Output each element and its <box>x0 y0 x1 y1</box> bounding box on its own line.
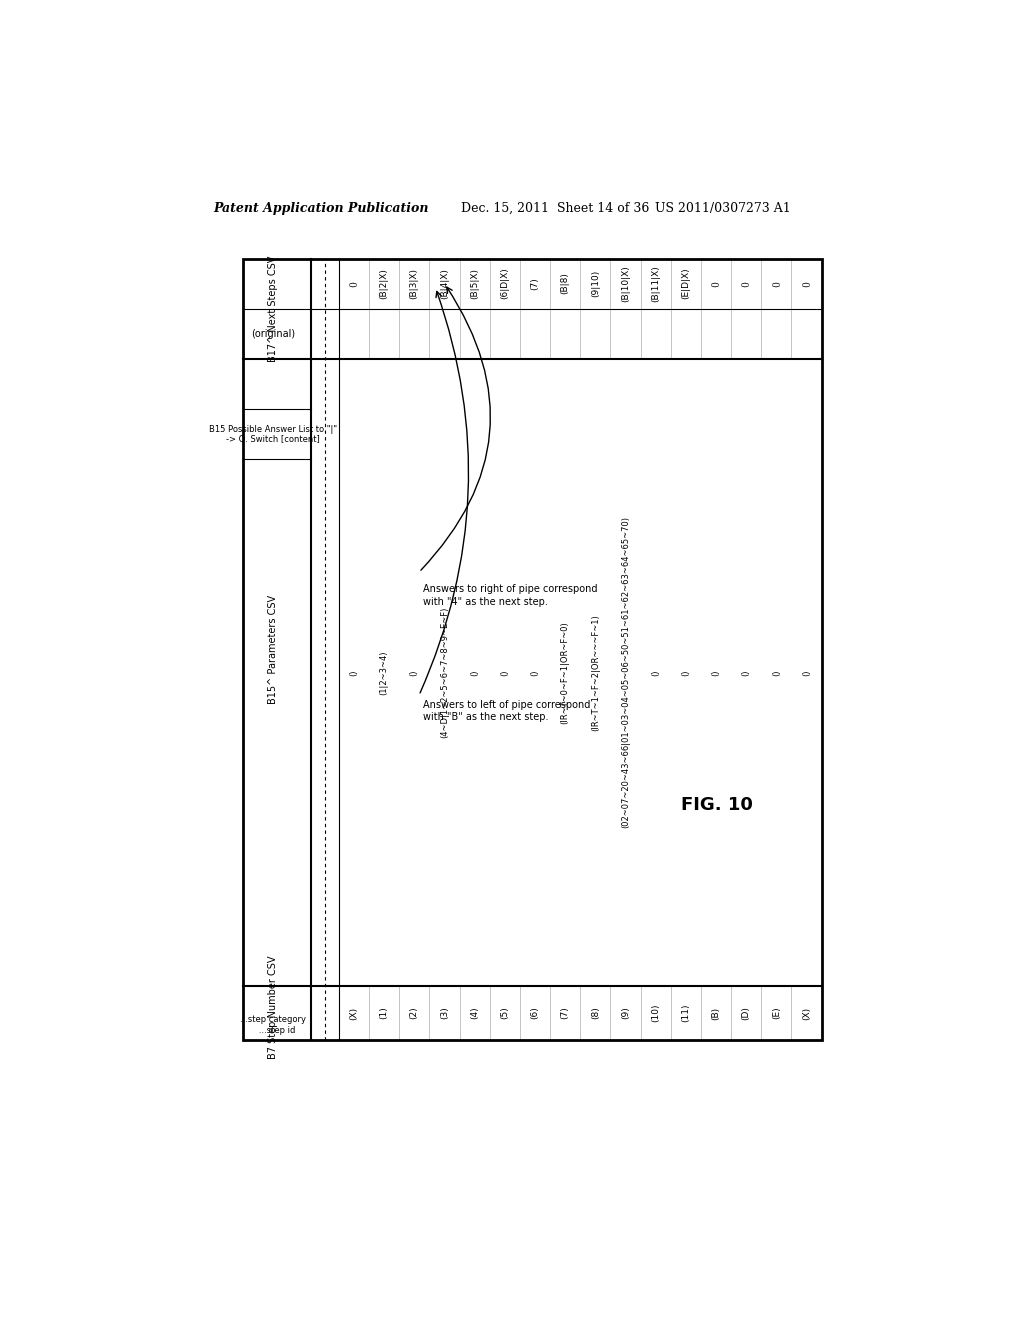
Text: (X): (X) <box>802 1007 811 1019</box>
Text: (9): (9) <box>621 1007 630 1019</box>
Text: (B): (B) <box>712 1007 721 1019</box>
Text: Patent Application Publication: Patent Application Publication <box>213 202 429 215</box>
Text: (4~D|1~2~5~6~7~8~9~E~F): (4~D|1~2~5~6~7~8~9~E~F) <box>440 607 449 738</box>
Text: (02~07~20~43~66|01~03~04~05~06~50~51~61~62~63~64~65~70): (02~07~20~43~66|01~03~04~05~06~50~51~61~… <box>621 516 630 829</box>
Text: (8): (8) <box>591 1007 600 1019</box>
Text: (5): (5) <box>501 1007 509 1019</box>
Text: (B|4|X): (B|4|X) <box>440 268 449 298</box>
Text: (): () <box>530 669 540 676</box>
Text: (7): (7) <box>560 1007 569 1019</box>
Text: (): () <box>741 280 751 286</box>
Text: (B|2|X): (B|2|X) <box>380 268 388 298</box>
Text: (E): (E) <box>772 1007 781 1019</box>
Text: with "B" as the next step.: with "B" as the next step. <box>423 711 548 722</box>
Text: Answers to right of pipe correspond: Answers to right of pipe correspond <box>423 585 597 594</box>
Text: B7 Step Number CSV: B7 Step Number CSV <box>268 956 278 1059</box>
Text: (): () <box>681 669 690 676</box>
Text: (4): (4) <box>470 1007 479 1019</box>
Text: B17^ Next Steps CSV: B17^ Next Steps CSV <box>268 255 278 362</box>
Text: (B|5|X): (B|5|X) <box>470 268 479 300</box>
Text: (1|2~3~4): (1|2~3~4) <box>380 651 388 694</box>
Text: ...step category: ...step category <box>240 1015 306 1024</box>
Text: (): () <box>410 669 419 676</box>
Text: (B|11|X): (B|11|X) <box>651 265 660 302</box>
Text: (9|10): (9|10) <box>591 269 600 297</box>
Text: (IR~T~0~F~1|OR~F~0): (IR~T~0~F~1|OR~F~0) <box>560 620 569 723</box>
Text: (original): (original) <box>251 329 295 338</box>
Text: Answers to left of pipe correspond: Answers to left of pipe correspond <box>423 700 590 710</box>
Text: (2): (2) <box>410 1007 419 1019</box>
Text: (): () <box>501 669 509 676</box>
Text: (10): (10) <box>651 1003 660 1023</box>
Text: (): () <box>470 669 479 676</box>
Text: (7): (7) <box>530 277 540 290</box>
Text: (): () <box>651 669 660 676</box>
Text: (): () <box>772 669 781 676</box>
Text: -> Q. Switch [content]: -> Q. Switch [content] <box>226 436 319 445</box>
Text: FIG. 10: FIG. 10 <box>681 796 753 814</box>
Text: (E|D|X): (E|D|X) <box>681 268 690 300</box>
Text: (D): (D) <box>741 1006 751 1020</box>
Bar <box>243 259 821 1040</box>
Text: with "4" as the next step.: with "4" as the next step. <box>423 597 548 606</box>
Text: (IR~T~1~F~2|OR~~~F~1): (IR~T~1~F~2|OR~~~F~1) <box>591 614 600 731</box>
Text: (B|3|X): (B|3|X) <box>410 268 419 300</box>
Text: (): () <box>741 669 751 676</box>
Text: (B|10|X): (B|10|X) <box>621 265 630 302</box>
Text: (3): (3) <box>440 1007 449 1019</box>
Text: US 2011/0307273 A1: US 2011/0307273 A1 <box>655 202 791 215</box>
Text: (): () <box>349 669 358 676</box>
Text: (): () <box>802 280 811 286</box>
Text: (): () <box>712 669 721 676</box>
Text: (6|D|X): (6|D|X) <box>501 268 509 300</box>
Text: B15^ Parameters CSV: B15^ Parameters CSV <box>268 595 278 704</box>
Text: (): () <box>712 280 721 286</box>
Text: (X): (X) <box>349 1007 358 1019</box>
Text: (11): (11) <box>681 1003 690 1023</box>
Text: (1): (1) <box>380 1007 388 1019</box>
Text: B15 Possible Answer List to "|": B15 Possible Answer List to "|" <box>209 425 337 434</box>
Text: (B|8): (B|8) <box>560 273 569 294</box>
Text: (): () <box>802 669 811 676</box>
Text: ...step id: ...step id <box>251 1026 295 1035</box>
Text: (6): (6) <box>530 1007 540 1019</box>
Text: (): () <box>349 280 358 286</box>
Text: (): () <box>772 280 781 286</box>
Text: Dec. 15, 2011  Sheet 14 of 36: Dec. 15, 2011 Sheet 14 of 36 <box>461 202 649 215</box>
